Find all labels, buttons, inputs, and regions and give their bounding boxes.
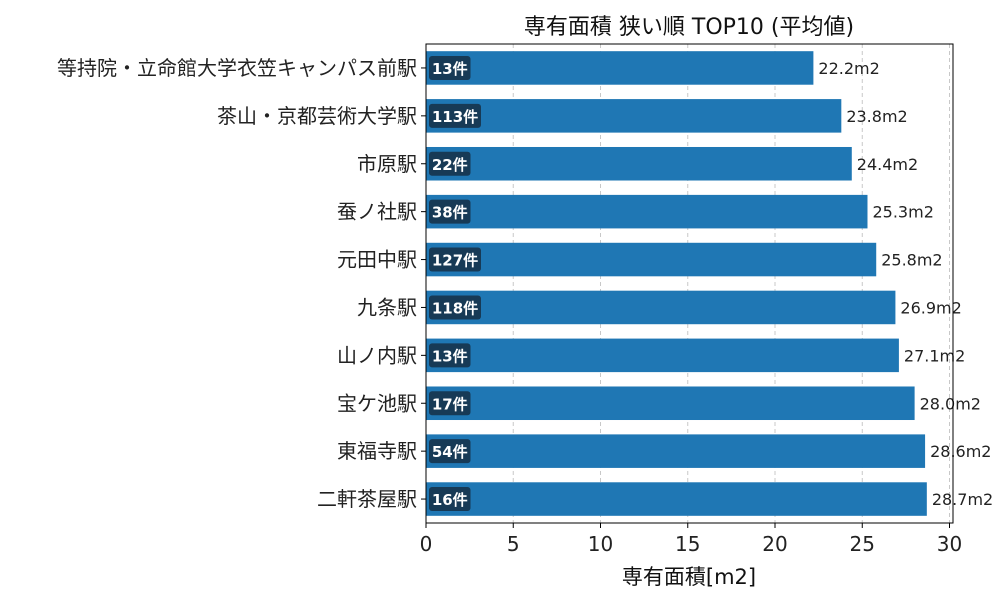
value-label: 26.9m2 (900, 298, 961, 317)
bar-layer (426, 51, 927, 516)
category-label: 九条駅 (357, 295, 417, 319)
value-label: 28.6m2 (930, 442, 991, 461)
count-label: 113件 (432, 108, 478, 126)
count-badge (429, 439, 471, 464)
value-label: 25.3m2 (872, 203, 933, 222)
x-axis-title: 専有面積[m2] (622, 565, 756, 589)
x-tick-label: 25 (850, 532, 875, 556)
bar (426, 386, 915, 421)
count-label: 54件 (432, 443, 468, 461)
x-tick-label: 30 (937, 532, 962, 556)
bar (426, 482, 927, 516)
category-label: 二軒茶屋駅 (317, 487, 417, 511)
x-tick-label: 0 (420, 532, 433, 556)
plot-frame (425, 43, 954, 524)
bar (426, 338, 899, 373)
count-label: 17件 (432, 395, 468, 413)
bar (426, 194, 868, 229)
count-label: 13件 (432, 60, 468, 78)
category-label: 茶山・京都芸術大学駅 (217, 104, 417, 128)
category-label: 山ノ内駅 (337, 343, 417, 367)
count-label: 13件 (432, 347, 468, 365)
bar (426, 434, 926, 468)
x-tick-label: 5 (507, 532, 520, 556)
count-label: 127件 (432, 252, 478, 270)
value-label: 22.2m2 (818, 59, 879, 78)
count-badge (429, 151, 471, 176)
count-label: 16件 (432, 491, 468, 509)
bar (426, 290, 896, 325)
count-badge (429, 247, 481, 272)
count-badge (429, 295, 481, 320)
value-label: 28.0m2 (920, 394, 981, 413)
count-badge (429, 55, 471, 80)
count-label: 22件 (432, 156, 468, 174)
count-badge (429, 343, 471, 368)
bar (426, 242, 877, 277)
value-label: 25.8m2 (881, 251, 942, 270)
bar (426, 99, 842, 133)
category-label: 東福寺駅 (337, 439, 417, 463)
chart-title: 専有面積 狭い順 TOP10 (平均値) (524, 15, 854, 40)
axis-layer: 等持院・立命館大学衣笠キャンパス前駅茶山・京都芸術大学駅市原駅蚕ノ社駅元田中駅九… (57, 43, 962, 556)
count-badge (429, 487, 471, 512)
x-tick-label: 20 (762, 532, 787, 556)
bar (426, 146, 852, 181)
x-tick-label: 15 (675, 532, 700, 556)
value-label: 23.8m2 (846, 107, 907, 126)
count-badge (429, 391, 471, 416)
category-label: 等持院・立命館大学衣笠キャンパス前駅 (57, 56, 417, 80)
value-label: 28.7m2 (932, 490, 993, 509)
count-badge (429, 103, 481, 128)
count-badge (429, 199, 471, 224)
category-label: 元田中駅 (337, 248, 417, 272)
value-label: 27.1m2 (904, 346, 965, 365)
x-tick-label: 10 (588, 532, 613, 556)
category-label: 蚕ノ社駅 (337, 200, 417, 224)
category-label: 宝ケ池駅 (337, 391, 417, 415)
bar (426, 51, 814, 85)
count-label: 118件 (432, 299, 478, 317)
value-label: 24.4m2 (857, 155, 918, 174)
category-label: 市原駅 (357, 152, 417, 176)
label-layer: 13件 22.2m2 113件 23.8m2 22件 24.4m2 38件 25.3m2 127… (429, 55, 993, 512)
count-label: 38件 (432, 204, 468, 222)
